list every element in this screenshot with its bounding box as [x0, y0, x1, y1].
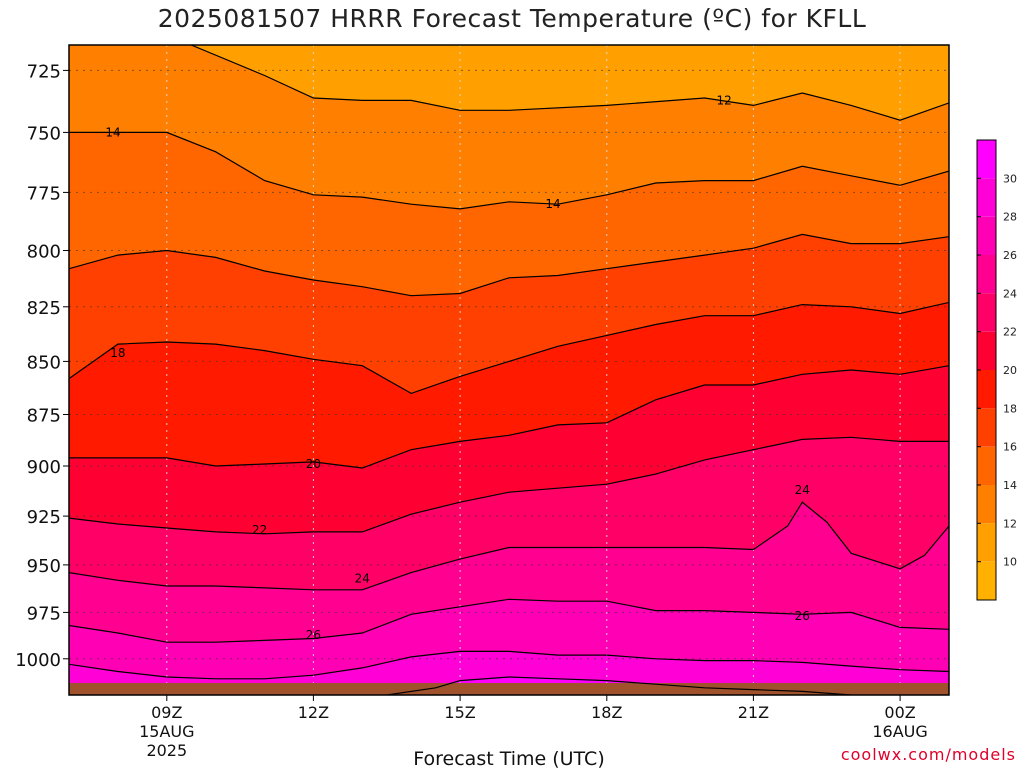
contour-label: 24 [795, 483, 810, 497]
contour-label: 20 [306, 457, 321, 471]
y-tick-label: 750 [27, 123, 61, 144]
colorbar-tick-label: 18 [1003, 402, 1017, 415]
ground-strip [69, 683, 949, 695]
contour-label: 24 [355, 571, 370, 585]
x-axis-label: Forecast Time (UTC) [413, 748, 604, 768]
colorbar-tick-label: 28 [1003, 211, 1017, 224]
contour-line-14 [69, 131, 949, 210]
contour-label-text: 12 [716, 93, 731, 107]
x-tick-label: 18Z [591, 703, 622, 722]
colorbar-tick-label: 22 [1003, 326, 1017, 339]
contour-labels: 12 14 14 18 20 22 24 24 26 26 [105, 93, 810, 641]
contour-label: 18 [110, 346, 125, 360]
plot-frame [68, 44, 950, 696]
colorbar-tick-label: 14 [1003, 479, 1017, 492]
x-tick-label: 21Z [738, 703, 769, 722]
x-tick-date-label: 16AUG [872, 722, 927, 741]
y-tick-label: 725 [27, 61, 61, 82]
y-tick-label: 875 [27, 406, 61, 427]
site-credit: coolwx.com/models [840, 745, 1016, 764]
x-tick-label: 00Z [884, 703, 915, 722]
contour-label-text: 14 [545, 197, 560, 211]
colorbar-segment [977, 178, 996, 217]
colorbar-segment [977, 485, 996, 524]
contour-label-text: 20 [306, 457, 321, 471]
colorbar-tick-label: 26 [1003, 249, 1017, 262]
ground-surface [69, 683, 949, 695]
colorbar-segment [977, 293, 996, 332]
contour-label: 26 [795, 609, 810, 623]
x-tick-label: 15Z [444, 703, 475, 722]
colorbar-legend: 10 12 14 16 18 20 22 24 26 28 30 [976, 139, 1017, 601]
y-tick-label: 900 [27, 457, 61, 478]
y-tick-label: 950 [27, 556, 61, 577]
contour-line-18 [69, 301, 949, 395]
colorbar-segment [977, 523, 996, 562]
colorbar-segment [977, 408, 996, 447]
contour-label-text: 24 [795, 483, 810, 497]
contour-label-text: 24 [355, 571, 370, 585]
x-tick-year-label: 2025 [146, 741, 187, 760]
contour-label: 22 [252, 523, 267, 537]
temperature-bands [69, 45, 949, 695]
contour-line-22 [69, 436, 949, 535]
y-tick-label: 975 [27, 603, 61, 624]
contour-label-text: 14 [105, 125, 120, 139]
y-axis: 725 750 775 800 825 850 875 900 925 950 975 1000 [15, 61, 69, 671]
contour-label: 12 [716, 93, 731, 107]
colorbar-tick-label: 20 [1003, 364, 1017, 377]
x-tick-date-label: 15AUG [139, 722, 194, 741]
contour-line-12 [190, 45, 949, 121]
contour-label-text: 26 [306, 628, 321, 642]
y-tick-label: 775 [27, 183, 61, 204]
contour-line-16 [69, 233, 949, 297]
contour-line-24 [69, 501, 949, 591]
colorbar-segment [977, 370, 996, 409]
contour-line-20 [69, 365, 949, 469]
colorbar-tick-label: 12 [1003, 517, 1017, 530]
contour-label-text: 22 [252, 523, 267, 537]
colorbar-segment [977, 331, 996, 370]
colorbar-segment [977, 140, 996, 179]
contour-line-30 [386, 676, 852, 695]
colorbar-segment [977, 561, 996, 600]
colorbar-segment [977, 446, 996, 485]
colorbar-tick-label: 16 [1003, 441, 1017, 454]
x-tick-label: 09Z [151, 703, 182, 722]
contour-label: 14 [545, 197, 560, 211]
colorbar-tick-label: 10 [1003, 556, 1017, 569]
contour-lines [69, 45, 949, 695]
chart-title: 2025081507 HRRR Forecast Temperature (ºC… [157, 4, 867, 33]
y-tick-label: 825 [27, 298, 61, 319]
y-tick-label: 850 [27, 352, 61, 373]
contour-line-28 [69, 650, 949, 680]
colorbar-tick-label: 30 [1003, 172, 1017, 185]
contour-label: 14 [105, 125, 120, 139]
contour-line-26 [69, 598, 949, 643]
x-tick-label: 12Z [298, 703, 329, 722]
colorbar-segment [977, 216, 996, 255]
contour-label: 26 [306, 628, 321, 642]
y-tick-label: 1000 [15, 650, 61, 671]
contour-label-text: 26 [795, 609, 810, 623]
colorbar-tick-label: 24 [1003, 287, 1017, 300]
contour-label-text: 18 [110, 346, 125, 360]
colorbar-segment [977, 255, 996, 294]
y-tick-label: 800 [27, 242, 61, 263]
y-tick-label: 925 [27, 507, 61, 528]
